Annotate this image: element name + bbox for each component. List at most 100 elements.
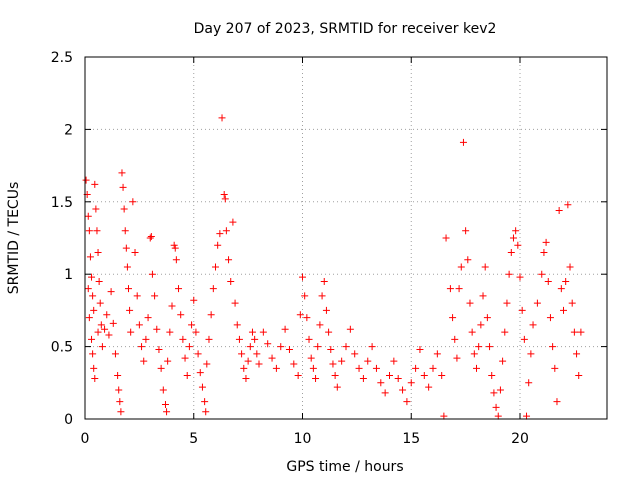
data-point — [442, 234, 450, 242]
data-point — [86, 253, 94, 261]
data-point — [494, 412, 502, 420]
data-point — [82, 176, 90, 184]
data-point — [85, 314, 93, 322]
data-point — [166, 328, 174, 336]
data-point — [499, 357, 507, 365]
data-point — [125, 285, 132, 293]
data-point — [163, 408, 171, 416]
data-point — [188, 321, 196, 329]
data-point — [327, 345, 335, 353]
data-point — [433, 350, 441, 358]
data-point — [88, 335, 96, 343]
data-point — [523, 412, 531, 420]
data-point — [364, 357, 372, 365]
data-point — [138, 343, 146, 351]
data-point — [116, 398, 124, 406]
y-tick-label: 0.5 — [51, 340, 73, 356]
data-point — [322, 306, 330, 314]
grid — [85, 57, 607, 419]
data-point — [93, 227, 101, 235]
data-point — [407, 379, 415, 387]
data-point — [399, 386, 407, 394]
data-point — [533, 299, 541, 307]
data-point — [248, 328, 256, 336]
data-point — [468, 328, 476, 336]
data-point — [301, 292, 309, 300]
data-point — [118, 169, 126, 177]
x-tick-label: 10 — [294, 431, 312, 447]
data-point — [227, 277, 235, 285]
data-point — [316, 321, 324, 329]
data-point — [425, 383, 433, 391]
data-point — [222, 227, 230, 235]
data-point — [105, 331, 113, 339]
data-point — [307, 354, 315, 362]
data-point — [202, 408, 210, 416]
data-point — [127, 328, 135, 336]
data-point — [172, 256, 180, 264]
data-point — [381, 389, 389, 397]
data-point — [119, 183, 127, 191]
x-axis-label: GPS time / hours — [286, 459, 403, 475]
data-point — [277, 343, 285, 351]
data-point — [255, 360, 263, 368]
data-point — [194, 350, 202, 358]
data-point — [159, 386, 167, 394]
data-point — [171, 244, 179, 252]
data-point — [225, 256, 233, 264]
data-point — [560, 306, 567, 314]
data-point — [575, 372, 583, 380]
data-point — [420, 372, 428, 380]
data-point — [305, 335, 313, 343]
data-point — [520, 335, 528, 343]
data-point — [451, 335, 459, 343]
data-point — [564, 201, 572, 209]
y-tick-label: 1 — [64, 267, 73, 283]
data-point — [470, 350, 478, 358]
data-point — [90, 364, 98, 372]
data-point — [455, 285, 463, 293]
data-point — [251, 335, 259, 343]
data-point — [496, 386, 504, 394]
data-point — [131, 248, 139, 256]
data-point — [123, 263, 131, 271]
data-point — [177, 311, 185, 319]
data-point — [155, 345, 163, 353]
data-point — [492, 403, 500, 411]
data-point — [90, 306, 98, 314]
data-point — [518, 306, 526, 314]
data-point — [516, 273, 524, 281]
data-point — [403, 398, 411, 406]
data-point — [449, 314, 457, 322]
data-point — [486, 343, 494, 351]
data-point — [96, 299, 104, 307]
data-point — [566, 263, 574, 271]
x-tick-label: 0 — [81, 431, 90, 447]
data-point — [89, 292, 97, 300]
data-point — [259, 328, 267, 336]
data-point — [240, 364, 248, 372]
data-point — [129, 198, 137, 206]
data-point — [514, 241, 522, 249]
data-point — [91, 180, 99, 188]
data-point — [453, 354, 461, 362]
data-point — [546, 314, 554, 322]
data-point — [253, 350, 261, 358]
data-point — [342, 343, 350, 351]
data-point — [214, 241, 222, 249]
data-point — [101, 325, 109, 333]
data-point — [120, 205, 128, 213]
data-point — [97, 321, 105, 329]
data-point — [109, 319, 117, 327]
chart-title: Day 207 of 2023, SRMTID for receiver kev… — [194, 21, 497, 37]
data-point — [312, 374, 320, 382]
data-point — [94, 328, 102, 336]
data-point — [220, 191, 228, 199]
data-point — [201, 398, 209, 406]
data-point — [309, 364, 317, 372]
data-point — [412, 364, 420, 372]
data-point — [562, 277, 570, 285]
data-point — [148, 270, 156, 278]
data-point — [527, 350, 535, 358]
